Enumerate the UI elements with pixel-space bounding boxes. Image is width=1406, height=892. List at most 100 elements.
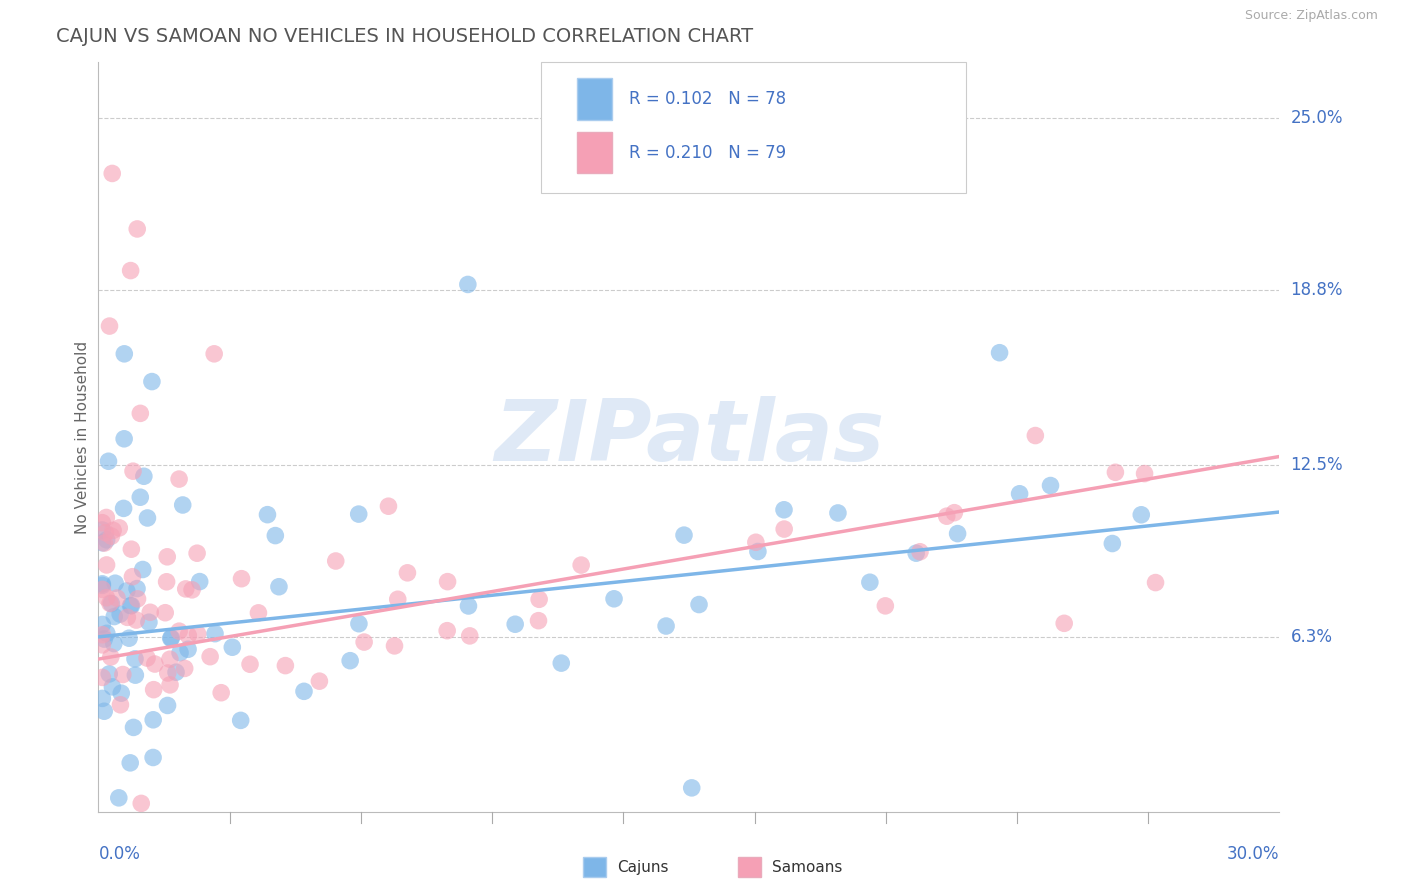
Samoans [181,582,204,597]
Samoans [96,558,118,572]
Samoans [177,628,200,642]
Cajuns [264,528,287,542]
Cajuns [125,582,148,596]
Samoans [325,554,347,568]
Samoans [96,510,118,524]
Cajuns [550,656,572,670]
Cajuns [91,617,114,632]
Cajuns [1101,536,1123,550]
Cajuns [221,640,243,655]
Samoans [1144,575,1167,590]
Samoans [136,651,159,665]
Cajuns [159,632,181,646]
Text: R = 0.210   N = 79: R = 0.210 N = 79 [628,144,786,161]
Samoans [139,605,162,619]
Samoans [187,627,209,641]
Cajuns [124,652,146,666]
Cajuns [124,668,146,682]
Cajuns [142,713,165,727]
Text: 30.0%: 30.0% [1227,846,1279,863]
Text: Cajuns: Cajuns [617,860,669,874]
Samoans [155,574,177,589]
Samoans [396,566,419,580]
Cajuns [672,528,695,542]
Cajuns [112,432,135,446]
Samoans [377,500,399,514]
Cajuns [91,536,114,550]
Cajuns [457,277,479,292]
Samoans [111,667,134,681]
Samoans [198,649,221,664]
Samoans [129,797,152,811]
Cajuns [204,626,226,640]
Cajuns [172,498,194,512]
Samoans [875,599,897,613]
Text: 18.8%: 18.8% [1291,281,1343,299]
Samoans [247,606,270,620]
Cajuns [655,619,678,633]
Samoans [108,521,131,535]
Samoans [125,613,148,627]
Samoans [384,639,406,653]
Text: Source: ZipAtlas.com: Source: ZipAtlas.com [1244,9,1378,22]
Samoans [155,606,177,620]
Cajuns [188,574,211,589]
Samoans [943,506,966,520]
Cajuns [347,616,370,631]
Cajuns [93,704,115,718]
Samoans [121,570,143,584]
Samoans [1053,616,1076,631]
Cajuns [292,684,315,698]
Samoans [156,665,179,680]
Samoans [274,658,297,673]
Cajuns [503,617,526,632]
Samoans [117,610,139,624]
Cajuns [256,508,278,522]
Samoans [209,686,232,700]
Cajuns [177,642,200,657]
Samoans [436,624,458,638]
Cajuns [120,756,142,770]
Cajuns [96,533,118,547]
Samoans [167,624,190,639]
Cajuns [121,599,143,613]
Cajuns [107,790,129,805]
Cajuns [859,575,882,590]
Bar [576,78,612,120]
Text: 6.3%: 6.3% [1291,628,1333,646]
Samoans [745,535,768,549]
Cajuns [229,714,252,728]
Cajuns [603,591,626,606]
Cajuns [96,626,118,640]
Samoans [127,222,149,236]
Text: R = 0.102   N = 78: R = 0.102 N = 78 [628,90,786,108]
Samoans [98,319,121,334]
Bar [576,132,612,173]
Cajuns [122,720,145,734]
Samoans [436,574,458,589]
Cajuns [101,680,124,694]
Cajuns [112,501,135,516]
Samoans [1104,465,1126,479]
Samoans [159,652,181,666]
Samoans [101,166,124,180]
Samoans [1024,428,1046,442]
Cajuns [1130,508,1153,522]
Samoans [458,629,481,643]
Samoans [935,509,957,524]
Samoans [143,657,166,671]
Samoans [100,650,122,665]
Samoans [308,674,330,689]
Samoans [387,592,409,607]
Cajuns [165,665,187,680]
FancyBboxPatch shape [541,62,966,193]
Cajuns [138,615,160,630]
Samoans [173,661,195,675]
Cajuns [688,598,710,612]
Samoans [202,347,225,361]
Cajuns [142,750,165,764]
Samoans [122,464,145,478]
Samoans [105,591,128,605]
Samoans [91,670,114,684]
Cajuns [91,577,114,591]
